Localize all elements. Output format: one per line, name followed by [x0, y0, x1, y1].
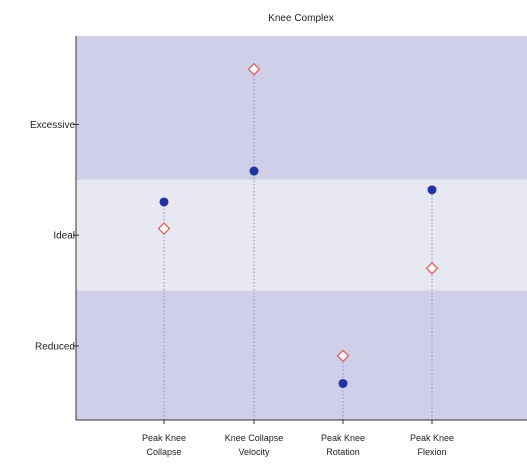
band-ideal	[76, 179, 527, 291]
point-filled-circle	[338, 378, 348, 388]
x-tick-labels: Peak Knee Collapse Knee Collapse Velocity Pe…	[142, 420, 454, 457]
plot-bands	[76, 36, 527, 420]
x-tick-label: Peak Knee	[410, 433, 454, 443]
point-open-diamond	[336, 349, 350, 363]
x-tick-label: Peak Knee	[142, 433, 186, 443]
x-tick-label: Peak Knee	[321, 433, 365, 443]
x-tick-label: Collapse	[146, 447, 181, 457]
x-tick-label: Flexion	[417, 447, 446, 457]
x-tick-label: Velocity	[238, 447, 270, 457]
point-filled-circle	[427, 185, 437, 195]
point-open-diamond	[425, 261, 439, 275]
point-open-diamond	[157, 222, 171, 235]
x-tick-label: Rotation	[326, 447, 360, 457]
x-tick-label: Knee Collapse	[225, 433, 284, 443]
chart-title: Knee Complex	[268, 13, 334, 24]
y-tick-label: Reduced	[35, 341, 75, 352]
y-tick-label: Ideal	[53, 231, 75, 242]
point-filled-circle	[249, 166, 259, 176]
data-points	[157, 62, 439, 388]
band-excessive	[76, 36, 527, 180]
y-tick-labels: Excessive Ideal Reduced	[30, 120, 79, 352]
y-tick-label: Excessive	[30, 120, 75, 131]
axes	[75, 36, 527, 421]
point-filled-circle	[159, 197, 169, 207]
point-open-diamond	[247, 62, 261, 76]
band-reduced	[76, 290, 527, 420]
